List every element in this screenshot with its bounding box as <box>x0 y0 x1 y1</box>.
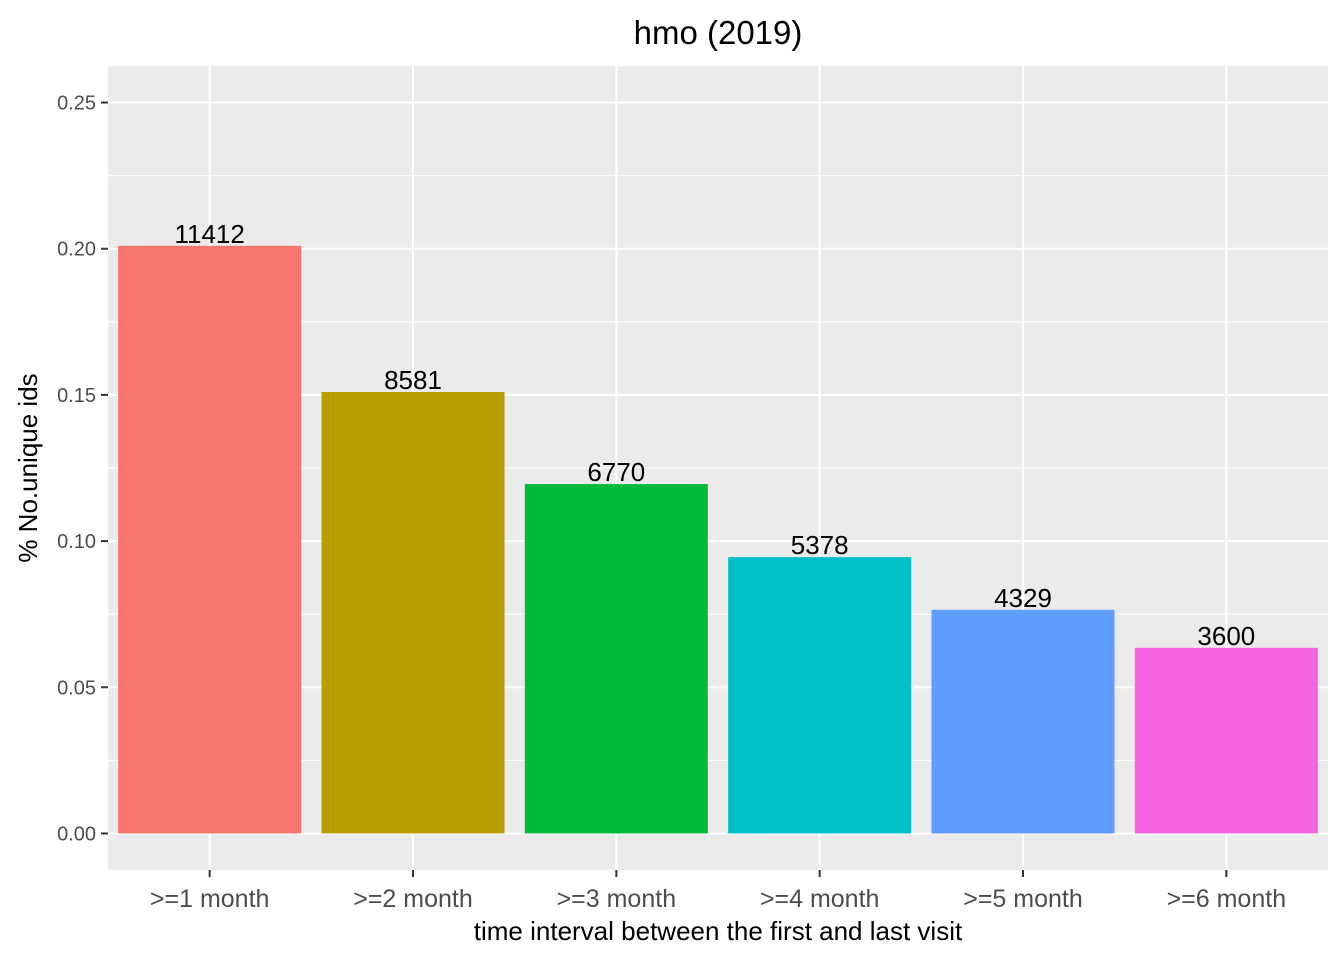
chart-title: hmo (2019) <box>634 14 803 51</box>
y-tick-label: 0.15 <box>57 385 96 407</box>
y-tick-label: 0.05 <box>57 677 96 699</box>
bar <box>321 391 505 834</box>
minor-gridlines <box>108 175 1328 761</box>
bar <box>728 557 912 834</box>
bar <box>931 609 1115 834</box>
y-tick-label: 0.10 <box>57 531 96 553</box>
y-tick-label: 0.25 <box>57 93 96 115</box>
bar <box>118 245 302 834</box>
bars <box>118 245 1318 834</box>
x-axis: >=1 month >=2 month >=3 month >=4 month >=5 … <box>150 870 1286 913</box>
x-tick-label: >=5 month <box>963 885 1083 913</box>
bar-value-labels: 11412 8581 6770 5378 4329 3600 <box>174 219 1255 651</box>
y-tick-label: 0.20 <box>57 239 96 261</box>
x-tick-label: >=4 month <box>760 885 880 913</box>
x-axis-label: time interval between the first and last… <box>474 916 963 946</box>
major-gridlines <box>108 66 1328 870</box>
bar-value-label: 3600 <box>1197 621 1255 651</box>
x-tick-label: >=1 month <box>150 885 270 913</box>
x-tick-label: >=3 month <box>557 885 677 913</box>
bar-value-label: 6770 <box>587 457 645 487</box>
y-axis-label: % No.unique ids <box>13 373 43 562</box>
x-tick-label: >=2 month <box>353 885 473 913</box>
y-axis: 0.00 0.05 0.10 0.15 0.20 0.25 <box>57 93 108 845</box>
bar <box>1134 647 1318 834</box>
bar-value-label: 11412 <box>174 219 244 249</box>
y-tick-label: 0.00 <box>57 823 96 845</box>
x-tick-label: >=6 month <box>1167 885 1287 913</box>
bar-value-label: 4329 <box>994 583 1052 613</box>
bar-value-label: 5378 <box>791 530 849 560</box>
bar-value-label: 8581 <box>384 365 442 395</box>
bar <box>524 484 708 834</box>
